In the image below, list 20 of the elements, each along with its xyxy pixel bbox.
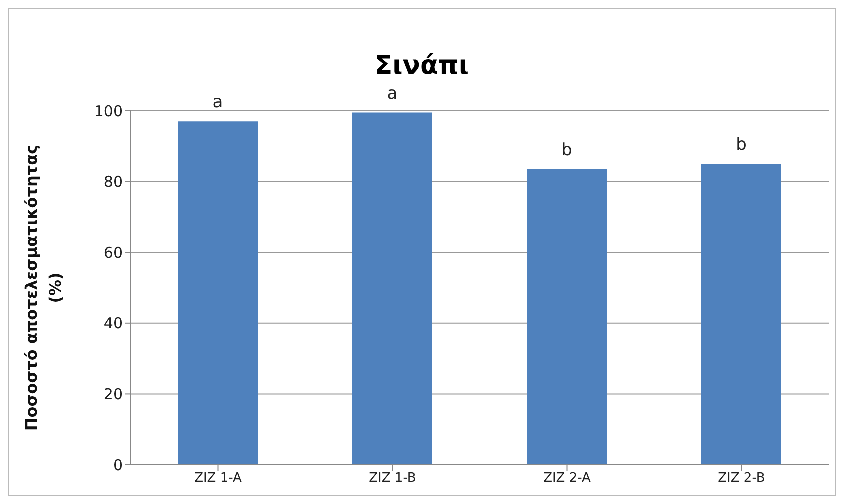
y-tick-label: 40 bbox=[104, 314, 123, 333]
y-tick-label: 80 bbox=[104, 173, 123, 192]
y-tick-label: 20 bbox=[104, 386, 123, 404]
data-label: b bbox=[736, 135, 747, 156]
x-tick-label: ZIZ 2-B bbox=[718, 471, 766, 486]
data-label: a bbox=[212, 92, 224, 113]
data-label: a bbox=[387, 84, 398, 104]
y-tick-label: 100 bbox=[94, 102, 123, 120]
x-tick-label: ZIZ 1-A bbox=[194, 471, 242, 486]
chart-title: Σινάπι bbox=[374, 51, 470, 81]
y-tick-label: 0 bbox=[113, 456, 123, 474]
bar bbox=[702, 164, 782, 465]
x-tick-label: ZIZ 2-A bbox=[544, 471, 592, 486]
x-tick-label: ZIZ 1-B bbox=[369, 471, 416, 486]
bar bbox=[527, 169, 607, 465]
y-axis-title: Ποσοστό αποτελεσματικότητας (%) bbox=[22, 144, 65, 432]
bar bbox=[178, 122, 258, 465]
y-tick-label: 60 bbox=[104, 244, 123, 262]
bar bbox=[352, 112, 432, 465]
data-label: b bbox=[562, 140, 572, 160]
